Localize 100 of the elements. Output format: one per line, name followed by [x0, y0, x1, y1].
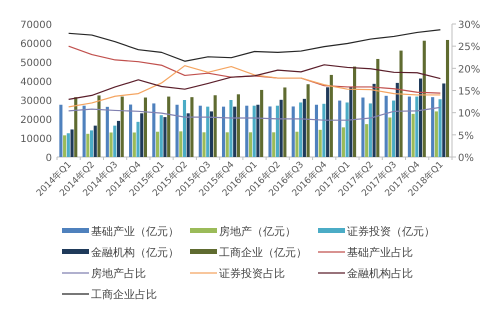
bar: [82, 106, 86, 157]
bar: [422, 40, 426, 157]
y-tick-label: 0: [46, 153, 52, 164]
bar: [74, 97, 78, 157]
legend-label: 房地产占比: [91, 267, 146, 280]
bar: [176, 104, 179, 157]
bar: [152, 103, 156, 157]
bar: [116, 120, 120, 157]
bar: [210, 111, 214, 157]
bar: [252, 106, 256, 157]
legend-label: 金融机构（亿元）: [91, 246, 179, 259]
bar: [140, 113, 144, 157]
bar: [229, 100, 233, 157]
bar: [236, 94, 240, 157]
y2-tick-label: 0%: [458, 153, 474, 164]
bar: [306, 84, 310, 157]
y2-tick-label: 5%: [458, 130, 474, 142]
bar: [415, 96, 418, 157]
bar: [248, 132, 252, 157]
bar: [245, 106, 248, 157]
bar: [365, 124, 368, 157]
bar: [113, 126, 116, 157]
bar: [110, 132, 113, 157]
bar: [182, 100, 186, 157]
bar: [190, 97, 194, 157]
bar: [59, 104, 62, 157]
bar: [276, 106, 279, 157]
bar: [222, 106, 226, 157]
y-tick-label: 30000: [20, 96, 52, 107]
y-tick-label: 50000: [20, 58, 52, 69]
legend-label: 证券投资占比: [219, 267, 285, 280]
bar: [292, 106, 295, 157]
bar: [408, 96, 411, 157]
bar: [368, 103, 372, 157]
bar: [163, 117, 167, 157]
bar: [295, 132, 299, 157]
bar: [419, 78, 422, 157]
bar: [167, 96, 170, 157]
bar: [198, 106, 202, 157]
bar: [206, 106, 210, 157]
bar: [156, 132, 160, 157]
bar: [86, 134, 90, 157]
legend-label: 工商企业占比: [91, 288, 157, 301]
y2-tick-label: 30%: [458, 20, 480, 31]
bar: [372, 84, 376, 157]
bar: [384, 96, 388, 157]
bar: [226, 132, 229, 157]
bar: [434, 111, 438, 157]
legend-label: 房地产（亿元）: [219, 225, 296, 238]
bar: [388, 117, 392, 157]
bar: [202, 132, 206, 157]
bar: [179, 131, 182, 157]
bar: [338, 100, 342, 157]
legend-label: 工商企业（亿元）: [219, 246, 307, 259]
legend-label: 金融机构占比: [347, 267, 413, 280]
bar: [160, 115, 163, 157]
bar: [132, 132, 136, 157]
bar: [396, 82, 399, 157]
bar: [136, 122, 140, 157]
bar: [446, 40, 450, 157]
bar: [392, 100, 396, 157]
bar: [314, 104, 318, 157]
bar: [361, 98, 364, 157]
bar: [376, 58, 380, 157]
bar: [70, 129, 74, 157]
bar: [299, 102, 302, 157]
bar: [438, 99, 442, 157]
bar: [442, 83, 446, 157]
bar: [330, 74, 333, 157]
bar: [280, 100, 283, 157]
bar: [431, 97, 434, 157]
y2-tick-label: 20%: [458, 64, 480, 76]
bar: [256, 104, 260, 157]
bar: [106, 106, 109, 157]
bar: [97, 95, 101, 157]
bar: [268, 106, 272, 157]
bar: [260, 90, 264, 157]
bar: [144, 98, 148, 157]
bar: [94, 126, 97, 157]
y2-tick-label: 15%: [458, 86, 480, 98]
bar: [322, 104, 326, 157]
bar: [66, 133, 70, 157]
bar: [90, 130, 94, 157]
bar: [353, 66, 356, 157]
y2-tick-label: 25%: [458, 42, 480, 54]
bar: [349, 87, 352, 157]
bar: [412, 114, 415, 157]
bar: [283, 87, 286, 157]
bar: [63, 135, 66, 157]
bar: [342, 127, 345, 157]
bar: [129, 104, 132, 157]
bar: [318, 130, 322, 157]
bar: [326, 87, 330, 157]
y-tick-label: 60000: [20, 39, 52, 50]
y2-tick-label: 10%: [458, 108, 480, 120]
bar: [233, 106, 236, 157]
bar: [399, 50, 403, 157]
y-tick-label: 70000: [20, 20, 52, 31]
bar: [120, 96, 124, 157]
bar: [214, 95, 217, 157]
